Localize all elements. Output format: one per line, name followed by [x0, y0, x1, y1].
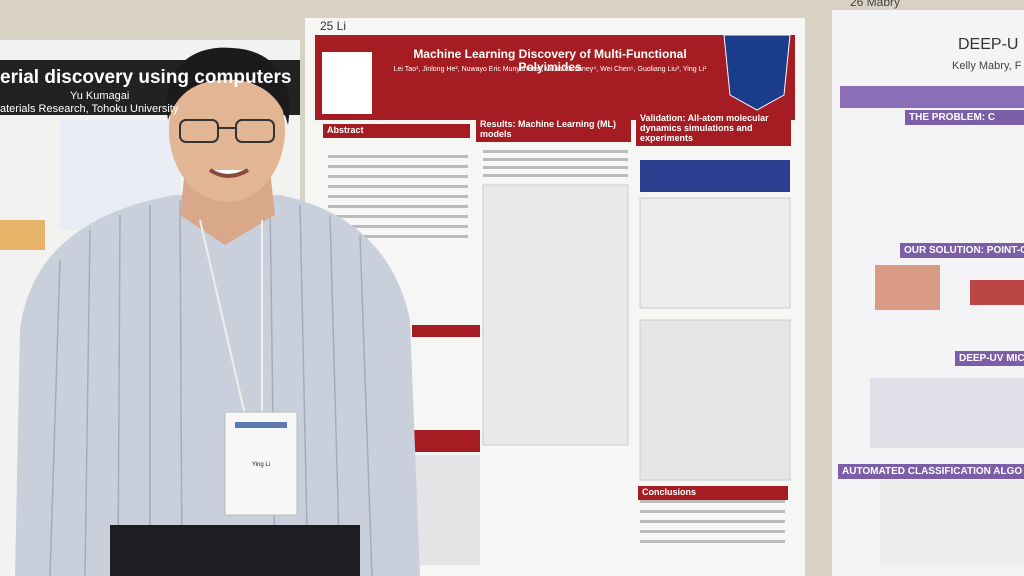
figure: [870, 378, 1024, 448]
section-header: THE PROBLEM: C: [905, 110, 1024, 125]
glasses: [179, 119, 275, 143]
trousers: [110, 525, 360, 576]
left-title: erial discovery using computers: [0, 68, 292, 88]
figure: [970, 280, 1024, 305]
figure: [639, 197, 791, 309]
poster-number: 25 Li: [320, 19, 347, 33]
shirt: [15, 195, 420, 576]
right-title: DEEP-U: [958, 36, 1019, 53]
left-author: Yu Kumagai: [70, 90, 130, 102]
figure: [639, 319, 791, 481]
left-figure: [0, 220, 45, 250]
badge-stripe: [235, 422, 287, 428]
figure: [875, 265, 940, 310]
face: [169, 58, 285, 202]
section-header: AUTOMATED CLASSIFICATION ALGO: [838, 464, 1024, 479]
left-affiliation: aterials Research, Tohoku University: [0, 103, 179, 115]
badge-name: Ying Li: [251, 462, 271, 468]
section-bar: [412, 325, 480, 337]
smile: [208, 168, 250, 178]
pattern-band: [840, 86, 1024, 108]
section-header: OUR SOLUTION: POINT-OF: [900, 243, 1024, 258]
hair: [166, 47, 290, 125]
section-header: Results: Machine Learning (ML) models: [476, 118, 631, 142]
center-authors: Lei Tao¹, Jinlong He², Nuwayo Eric Munya…: [393, 66, 707, 73]
logo: [723, 34, 791, 111]
lanyard: [199, 219, 263, 416]
center-header: [315, 35, 795, 120]
text-lines: [328, 150, 785, 543]
section-header: Validation: All-atom molecular dynamics …: [636, 112, 791, 146]
center-title: Machine Learning Discovery of Multi-Func…: [413, 47, 687, 75]
figure: [880, 480, 1024, 565]
poster-number: 26 Mabry: [850, 0, 901, 9]
figure: [640, 160, 790, 192]
figure: [482, 184, 629, 446]
section-bar: [412, 430, 480, 452]
section-header: Abstract: [323, 124, 470, 138]
section-header: Conclusions: [638, 486, 788, 500]
badge: [224, 411, 298, 516]
right-author: Kelly Mabry, F: [952, 60, 1022, 72]
section-header: DEEP-UV MICR: [955, 351, 1024, 366]
logo: [322, 52, 372, 114]
